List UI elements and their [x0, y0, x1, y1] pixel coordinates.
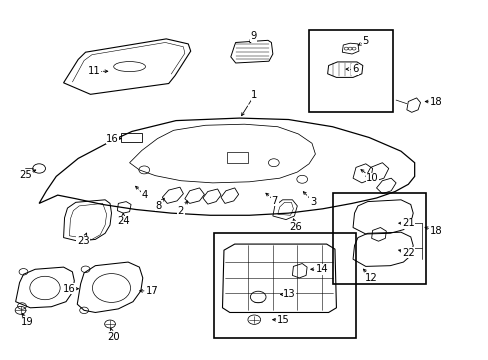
Bar: [332, 193, 426, 284]
Text: 19: 19: [20, 317, 33, 327]
Text: 8: 8: [156, 201, 162, 211]
Text: 25: 25: [19, 170, 32, 180]
Text: 10: 10: [366, 173, 378, 183]
Bar: [227, 152, 247, 163]
Text: 15: 15: [277, 315, 289, 325]
Text: 23: 23: [77, 236, 89, 246]
Text: 3: 3: [309, 197, 315, 207]
Text: 4: 4: [141, 190, 147, 200]
Text: 7: 7: [271, 196, 278, 206]
Text: 16: 16: [63, 284, 76, 294]
Text: 9: 9: [249, 31, 256, 41]
Text: 18: 18: [429, 226, 442, 236]
Bar: [213, 233, 356, 338]
Text: 16: 16: [106, 134, 119, 144]
Text: 17: 17: [146, 286, 159, 296]
Bar: [121, 133, 142, 142]
Text: 1: 1: [250, 90, 257, 100]
Bar: [308, 30, 392, 112]
Text: 12: 12: [365, 273, 377, 283]
Text: 22: 22: [401, 248, 414, 258]
Text: 2: 2: [177, 206, 184, 216]
Text: 6: 6: [351, 64, 358, 74]
Text: 18: 18: [429, 96, 442, 107]
Text: 24: 24: [117, 216, 129, 226]
Text: 14: 14: [315, 264, 327, 274]
Text: 26: 26: [289, 222, 302, 232]
Text: 13: 13: [283, 289, 295, 300]
Text: 11: 11: [88, 66, 101, 76]
Text: 5: 5: [362, 36, 368, 46]
Text: 20: 20: [107, 332, 120, 342]
Text: 21: 21: [401, 218, 414, 228]
